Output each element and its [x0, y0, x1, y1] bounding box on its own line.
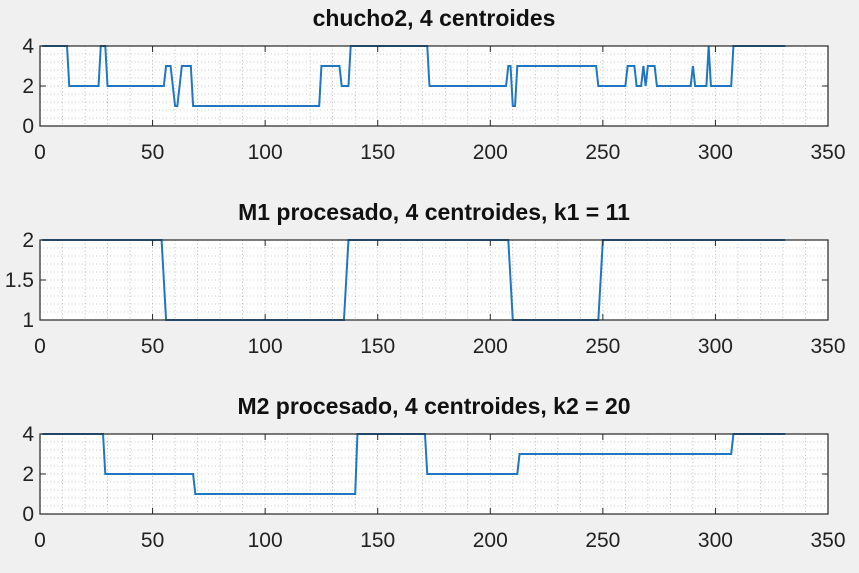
x-tick-label: 0 — [34, 335, 46, 358]
x-tick-label: 250 — [585, 529, 620, 552]
x-tick-label: 150 — [360, 529, 395, 552]
x-tick-label: 150 — [360, 141, 395, 164]
subplot-1: 0 50 100 150 200 250 300 350 0 2 4 chucho2, 4 centr… — [22, 5, 845, 164]
y-tick-label: 2 — [22, 463, 34, 486]
x-tick-label: 300 — [698, 335, 733, 358]
y-tick-label: 4 — [22, 423, 34, 446]
x-tick-label: 250 — [585, 335, 620, 358]
x-tick-label: 100 — [248, 141, 283, 164]
x-tick-label: 0 — [34, 141, 46, 164]
grid — [40, 46, 828, 126]
x-tick-label: 350 — [810, 335, 845, 358]
x-tick-label: 200 — [473, 529, 508, 552]
x-tick-label: 300 — [698, 141, 733, 164]
x-tick-label: 50 — [141, 141, 164, 164]
x-tick-label: 300 — [698, 529, 733, 552]
x-tick-label: 350 — [810, 141, 845, 164]
x-tick-label: 150 — [360, 335, 395, 358]
x-tick-label: 100 — [248, 529, 283, 552]
x-tick-label: 200 — [473, 141, 508, 164]
grid — [40, 240, 828, 320]
series-line — [42, 45, 786, 107]
y-tick-label: 1 — [22, 309, 34, 332]
x-tick-label: 100 — [248, 335, 283, 358]
x-tick-label: 200 — [473, 335, 508, 358]
chart-title: chucho2, 4 centroides — [313, 5, 556, 31]
x-tick-label: 0 — [34, 529, 46, 552]
y-tick-label: 2 — [22, 75, 34, 98]
y-tick-label: 0 — [22, 115, 34, 138]
chart-title: M1 procesado, 4 centroides, k1 = 11 — [238, 199, 630, 225]
y-tick-label: 0 — [22, 503, 34, 526]
grid — [40, 434, 828, 514]
x-tick-label: 250 — [585, 141, 620, 164]
y-tick-label: 2 — [22, 229, 34, 252]
chart-title: M2 procesado, 4 centroides, k2 = 20 — [237, 393, 630, 419]
y-tick-label: 1.5 — [5, 269, 34, 292]
x-tick-label: 350 — [810, 529, 845, 552]
x-tick-label: 50 — [141, 335, 164, 358]
plot-area — [40, 240, 828, 320]
subplot-3: 0 50 100 150 200 250 300 350 0 2 4 M2 procesado, 4 … — [22, 393, 845, 552]
x-tick-label: 50 — [141, 529, 164, 552]
y-tick-label: 4 — [22, 35, 34, 58]
subplot-2: 0 50 100 150 200 250 300 350 1 1.5 2 M1 procesado, … — [5, 199, 846, 358]
